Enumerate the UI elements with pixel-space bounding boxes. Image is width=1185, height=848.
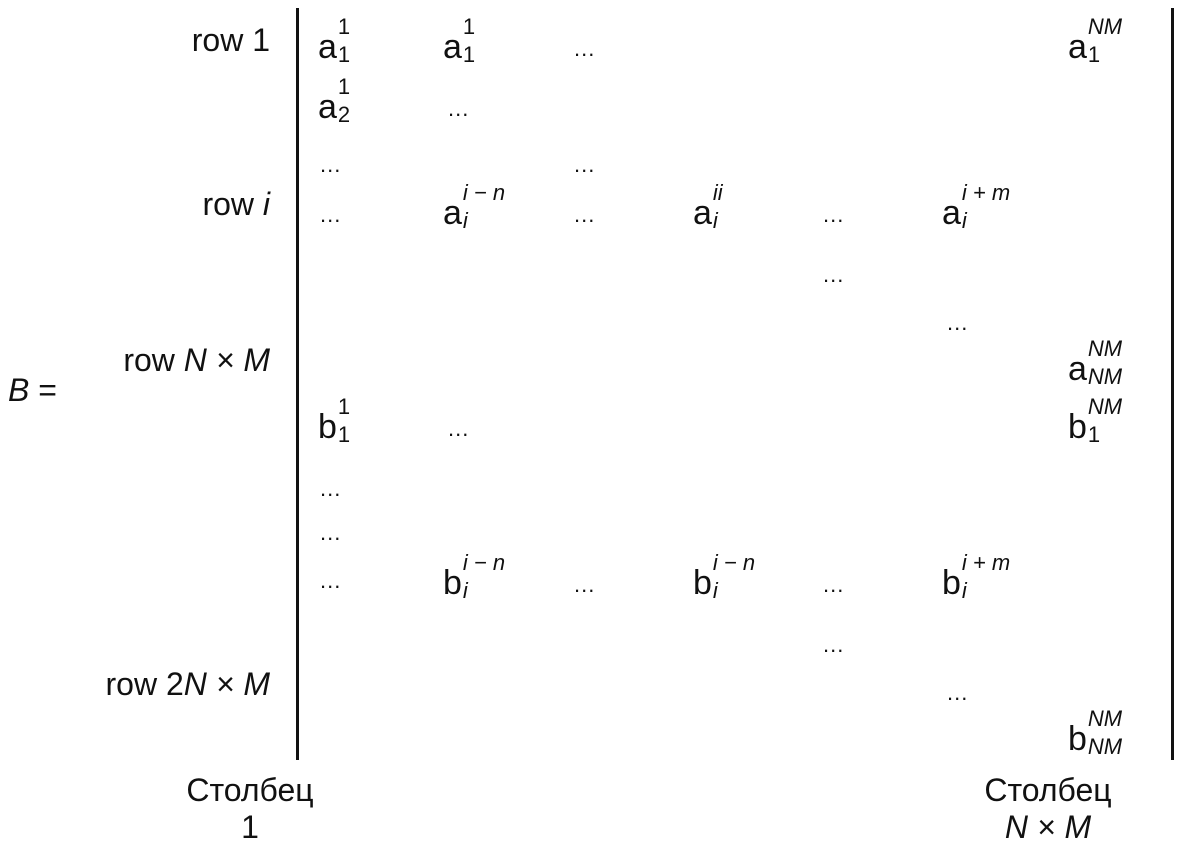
row-label-i: row i xyxy=(0,188,270,220)
row-label-nm-word: row xyxy=(123,342,184,378)
ellipsis: ... xyxy=(574,152,596,177)
ellipsis: ... xyxy=(320,568,342,593)
entry-a-1-nm: a NM 1 xyxy=(1068,14,1123,67)
row-label-2nm: row 2N × M xyxy=(0,668,270,700)
row-label-nm-expr: N × M xyxy=(183,342,270,378)
ellipsis: ... xyxy=(947,680,969,705)
ellipsis: ... xyxy=(823,632,845,657)
ellipsis: ... xyxy=(320,476,342,501)
ellipsis: ... xyxy=(320,520,342,545)
row-label-1: row 1 xyxy=(0,24,270,56)
entry-b-nm-nm: b NM NM xyxy=(1068,706,1123,759)
equals-sign: = xyxy=(38,372,57,408)
column-label-first-index: 1 xyxy=(241,808,259,845)
ellipsis: ... xyxy=(574,36,596,61)
ellipsis: ... xyxy=(320,152,342,177)
right-matrix-bar xyxy=(1171,8,1174,760)
column-label-last-index: N × M xyxy=(1004,808,1092,845)
ellipsis: ... xyxy=(448,96,470,121)
column-label-last: Столбец N × M xyxy=(948,772,1148,846)
matrix-name: B = xyxy=(8,372,57,409)
row-label-1-text: row 1 xyxy=(191,22,270,58)
ellipsis: ... xyxy=(574,572,596,597)
row-label-i-word: row xyxy=(202,186,263,222)
ellipsis: ... xyxy=(947,310,969,335)
row-label-i-var: i xyxy=(262,186,270,222)
column-label-first: Столбец 1 xyxy=(160,772,340,846)
column-label-last-word: Столбец xyxy=(984,772,1112,808)
ellipsis: ... xyxy=(823,572,845,597)
row-label-2nm-expr: N × M xyxy=(183,666,270,702)
left-matrix-bar xyxy=(296,8,299,760)
row-label-nm: row N × M xyxy=(0,344,270,376)
matrix-symbol: B xyxy=(8,372,30,408)
entry-a-nm-nm: a NM NM xyxy=(1068,336,1123,389)
ellipsis: ... xyxy=(320,202,342,227)
entry-b-1-nm: b NM 1 xyxy=(1068,394,1123,447)
ellipsis: ... xyxy=(823,202,845,227)
row-label-2nm-word: row 2 xyxy=(105,666,184,702)
entry-a-i-ii: a ii i xyxy=(693,180,723,233)
ellipsis: ... xyxy=(823,262,845,287)
column-label-first-word: Столбец xyxy=(186,772,314,808)
ellipsis: ... xyxy=(448,416,470,441)
ellipsis: ... xyxy=(574,202,596,227)
